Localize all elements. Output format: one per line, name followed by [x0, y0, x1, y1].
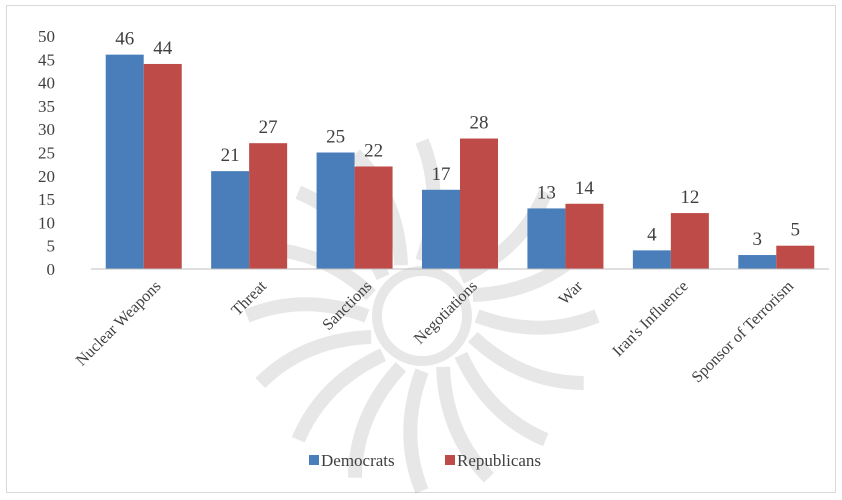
data-label-democrats-4: 13	[537, 182, 556, 203]
bar-democrats-6	[738, 255, 777, 269]
legend: Democrats Republicans	[309, 451, 541, 470]
data-labels: 46 44 21 27 25 22 17 28 13 14 4 12 3 5	[115, 29, 800, 250]
data-label-democrats-6: 3	[753, 229, 763, 250]
bar-republicans-5	[670, 213, 709, 269]
y-tick-label: 40	[38, 74, 55, 93]
x-tick-label: Nuclear Weapons	[73, 278, 165, 370]
y-tick-label: 35	[38, 97, 55, 116]
y-tick-label: 5	[47, 237, 56, 256]
y-tick-label: 45	[38, 50, 55, 69]
legend-label-democrats: Democrats	[321, 451, 395, 470]
data-label-democrats-1: 21	[221, 145, 240, 166]
x-tick-label: War	[556, 277, 587, 308]
data-label-republicans-5: 12	[680, 187, 699, 208]
watermark-petal	[348, 362, 407, 478]
bar-republicans-6	[776, 245, 815, 269]
data-label-republicans-4: 14	[575, 178, 595, 199]
x-tick-label: Sponsor of Terrorism	[689, 277, 798, 386]
y-tick-label: 20	[38, 167, 55, 186]
x-tick-label: Iran's Influence	[609, 278, 691, 360]
y-tick-label: 50	[38, 27, 55, 46]
watermark-petal	[468, 331, 584, 390]
data-label-republicans-1: 27	[259, 117, 278, 138]
bar-democrats-2	[316, 152, 355, 269]
legend-swatch-democrats	[309, 455, 319, 465]
x-axis-labels: Nuclear Weapons Threat Sanctions Negotiatio…	[73, 277, 798, 386]
watermark-petal	[454, 351, 549, 447]
bar-democrats-0	[105, 54, 144, 269]
y-tick-label: 30	[38, 120, 55, 139]
bar-republicans-1	[249, 143, 288, 269]
chart-frame: 0 5 10 15 20 25 30 35 40 45 50 46 44 21 27 25 22 17 28 13 1…	[6, 5, 836, 494]
data-label-republicans-3: 28	[470, 113, 489, 134]
watermark-ring	[372, 266, 472, 366]
data-label-republicans-2: 22	[364, 140, 383, 161]
y-tick-label: 0	[47, 260, 56, 279]
bars	[105, 54, 815, 270]
watermark-petal	[255, 330, 372, 389]
y-tick-label: 25	[38, 144, 55, 163]
data-label-democrats-5: 4	[647, 224, 657, 245]
watermark-petal	[457, 189, 553, 284]
legend-swatch-republicans	[445, 455, 455, 465]
data-label-democrats-0: 46	[115, 29, 134, 50]
data-label-republicans-6: 5	[791, 220, 801, 241]
y-tick-label: 10	[38, 213, 55, 232]
legend-label-republicans: Republicans	[457, 451, 541, 470]
watermark-petal	[474, 309, 600, 335]
y-axis: 0 5 10 15 20 25 30 35 40 45 50	[38, 27, 55, 279]
bar-republicans-3	[460, 138, 498, 269]
bar-democrats-3	[422, 189, 460, 269]
y-tick-label: 15	[38, 190, 55, 209]
watermark-petal	[403, 368, 429, 494]
bar-republicans-2	[354, 166, 393, 269]
bar-republicans-4	[565, 203, 604, 269]
bar-republicans-0	[143, 63, 182, 270]
bar-democrats-5	[632, 250, 671, 269]
bar-democrats-4	[527, 208, 566, 269]
bar-democrats-1	[211, 171, 250, 269]
watermark-petal	[244, 297, 370, 323]
watermark-petal	[291, 348, 387, 443]
data-label-democrats-2: 25	[326, 127, 345, 148]
data-label-democrats-3: 17	[432, 164, 451, 185]
data-label-republicans-0: 44	[153, 38, 173, 59]
watermark-petal	[436, 366, 495, 483]
